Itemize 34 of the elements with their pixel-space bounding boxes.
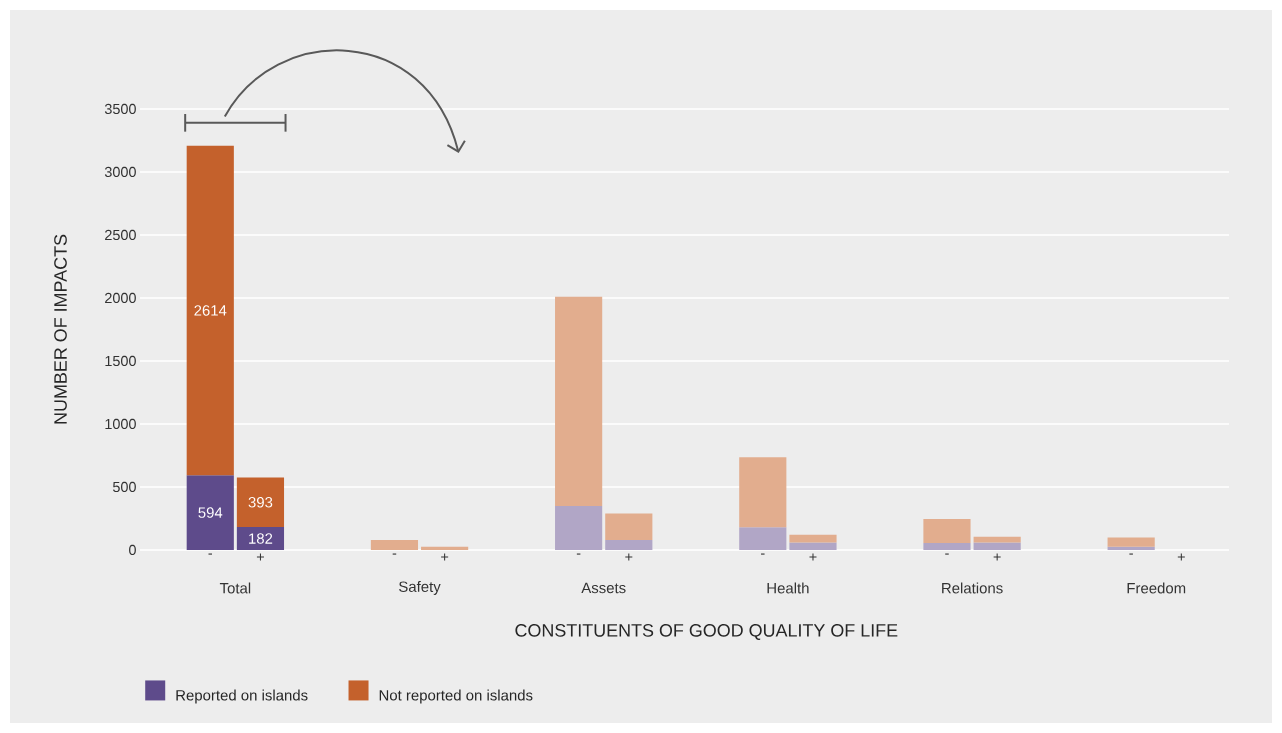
legend-label: Not reported on islands [379, 689, 533, 704]
y-axis-title: NUMBER OF IMPACTS [54, 234, 67, 424]
y-tick-label: 1000 [105, 418, 136, 430]
y-tick-label: 2000 [105, 292, 136, 304]
x-tick-label: + [1177, 553, 1185, 561]
text: Freedom [1127, 582, 1186, 594]
x-tick-label: + [441, 553, 449, 561]
x-axis-title: CONSTITUENTS OF GOOD QUALITY OF LIFE [515, 624, 898, 640]
data-label: 393 [248, 497, 273, 508]
y-tick-label: 3500 [104, 103, 136, 115]
data-label: 594 [198, 507, 223, 518]
data-label: 2614 [194, 305, 227, 316]
x-tick-label: + [256, 553, 264, 561]
y-tick-label: 2500 [105, 229, 136, 241]
text: Relations [942, 582, 1003, 594]
y-tick-label: 0 [129, 544, 136, 556]
x-tick-label: - [945, 553, 949, 555]
x-tick-label: + [993, 553, 1001, 561]
text: Safety [399, 581, 441, 595]
x-tick-label: + [809, 553, 817, 561]
x-tick-label: - [1129, 553, 1133, 555]
text: Total [219, 582, 251, 594]
x-tick-label: + [625, 553, 633, 561]
legend-label: Reported on islands [176, 689, 308, 704]
y-tick-label: 500 [112, 481, 136, 493]
x-tick-label: - [576, 553, 581, 555]
data-label: 182 [249, 533, 273, 544]
text: Health [767, 582, 809, 594]
x-tick-label: - [208, 553, 213, 555]
x-tick-label: - [761, 553, 765, 555]
y-tick-label: 1500 [105, 355, 136, 367]
y-tick-label: 3000 [104, 166, 136, 178]
x-tick-label: - [392, 553, 397, 555]
text: Assets [581, 582, 626, 594]
